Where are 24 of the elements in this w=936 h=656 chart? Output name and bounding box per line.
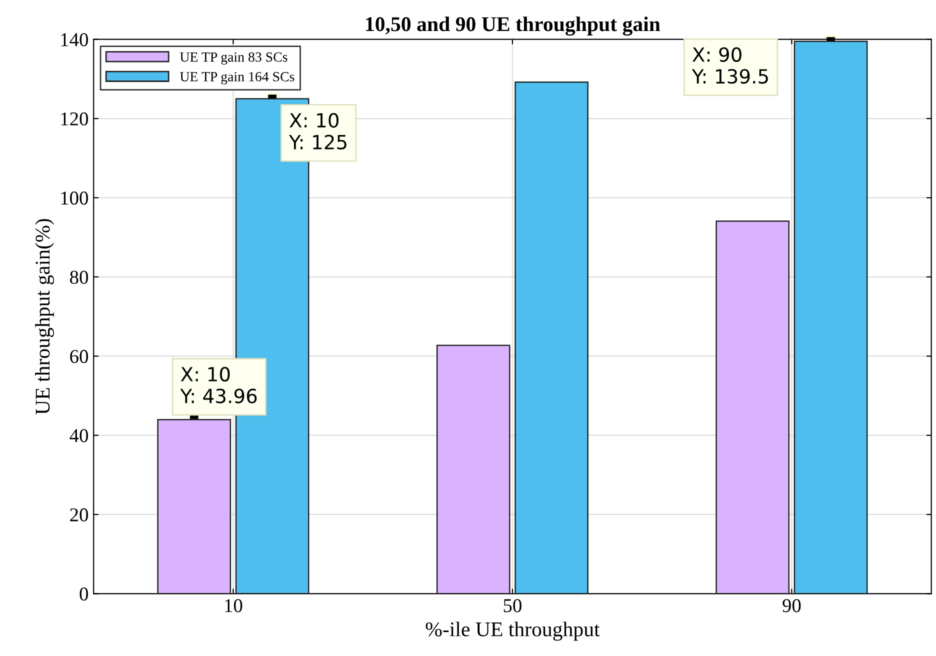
bar bbox=[514, 81, 588, 594]
bar bbox=[157, 419, 232, 594]
y-tick-label: 20 bbox=[70, 508, 88, 522]
y-tick-label: 140 bbox=[61, 33, 88, 46]
y-tick-label: 80 bbox=[70, 270, 88, 284]
x-tick-label: 50 bbox=[504, 599, 522, 612]
x-tick-label: 10 bbox=[225, 599, 242, 612]
y-tick-label: 0 bbox=[80, 587, 88, 601]
annotation: X: 90 Y: 139.5 bbox=[692, 47, 768, 84]
y-tick-label: 40 bbox=[70, 429, 88, 442]
y-axis-title: UE throughput gain(%) bbox=[35, 219, 54, 414]
x-axis-title: %-ile UE throughput bbox=[426, 622, 600, 641]
bar bbox=[716, 220, 790, 594]
bar bbox=[794, 40, 868, 594]
annotation: X: 10 Y: 125 bbox=[288, 112, 346, 150]
legend-label: UE TP gain 83 SCs bbox=[180, 52, 288, 65]
chart-title: 10,50 and 90 UE throughput gain bbox=[366, 16, 660, 36]
y-tick-label: 100 bbox=[61, 192, 88, 205]
y-tick-label: 120 bbox=[61, 112, 88, 126]
annotation: X: 10 Y: 43.96 bbox=[180, 366, 257, 404]
legend-label: UE TP gain 164 SCs bbox=[180, 72, 294, 84]
y-tick-label: 60 bbox=[70, 350, 88, 364]
bar bbox=[436, 344, 510, 594]
x-tick-label: 90 bbox=[782, 599, 801, 612]
